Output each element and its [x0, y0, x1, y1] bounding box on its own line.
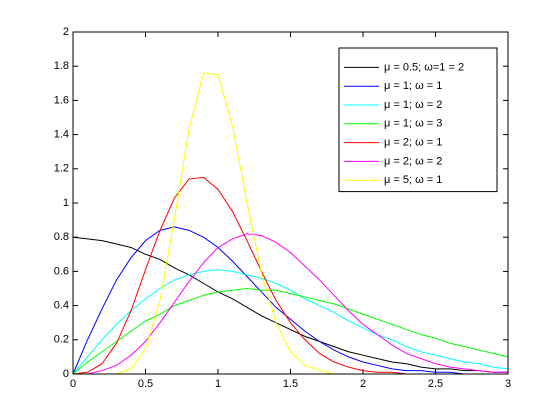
series-line — [72, 287, 509, 375]
y-tick-label: 1 — [63, 197, 69, 209]
y-tick-label: 0 — [63, 368, 69, 380]
legend-label: μ = 2; ω = 1 — [384, 137, 442, 149]
legend-label: μ = 5; ω = 1 — [384, 174, 442, 186]
y-tick-label: 0.4 — [54, 300, 69, 312]
x-tick-label: 2.5 — [428, 378, 443, 390]
y-tick-label: 1.2 — [54, 163, 69, 175]
y-tick-label: 0.6 — [54, 265, 69, 277]
legend-box — [338, 47, 498, 193]
legend-label: μ = 0.5; ω=1 = 2 — [384, 61, 464, 73]
x-tick-label: 1 — [215, 378, 221, 390]
legend-label: μ = 1; ω = 3 — [384, 118, 442, 130]
y-tick-label: 1.6 — [54, 94, 69, 106]
y-tick-label: 2 — [63, 26, 69, 38]
x-tick-label: 3 — [505, 378, 511, 390]
x-tick-label: 1.5 — [283, 378, 298, 390]
series-line — [72, 269, 509, 375]
y-tick-label: 0.2 — [54, 334, 69, 346]
y-tick-label: 1.8 — [54, 60, 69, 72]
legend-label: μ = 1; ω = 1 — [384, 80, 442, 92]
y-tick-label: 1.4 — [54, 129, 69, 141]
series-line — [72, 226, 508, 375]
x-tick-label: 2 — [360, 378, 366, 390]
legend: μ = 0.5; ω=1 = 2 μ = 1; ω = 1 μ = 1; ω = 2… — [338, 47, 498, 193]
x-tick-label: 0 — [70, 378, 76, 390]
axes-box — [72, 31, 509, 375]
series-line — [73, 233, 508, 375]
y-tick-label: 0.8 — [54, 231, 69, 243]
legend-label: μ = 1; ω = 2 — [384, 99, 442, 111]
series-line — [72, 236, 508, 373]
x-tick-label: 0.5 — [138, 378, 153, 390]
legend-label: μ = 2; ω = 2 — [384, 155, 442, 167]
